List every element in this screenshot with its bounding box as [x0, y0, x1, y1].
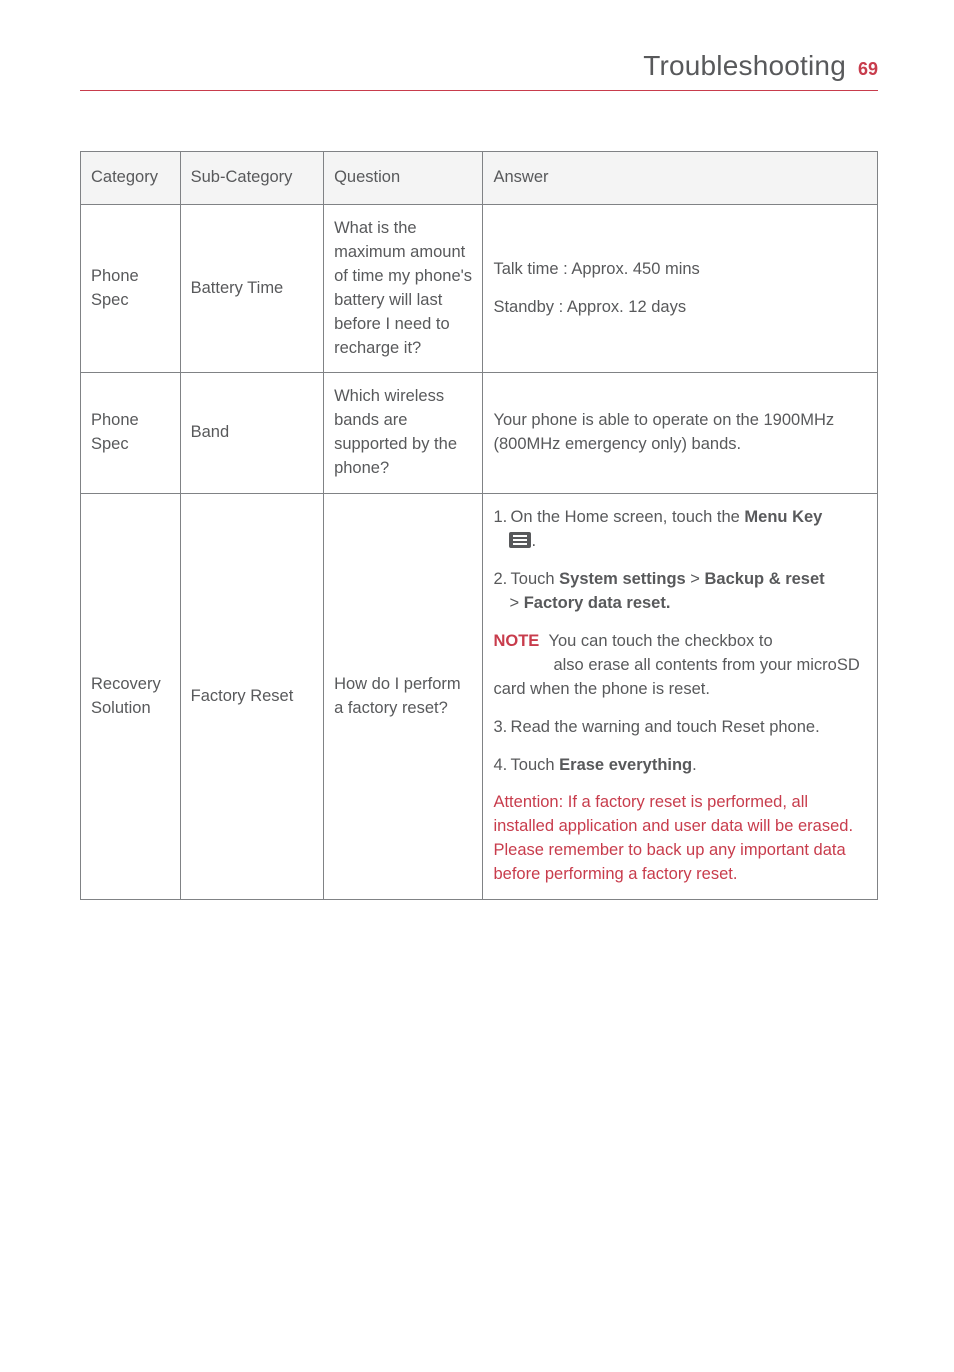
header-category: Category	[81, 152, 181, 205]
answer-line: Standby : Approx. 12 days	[493, 296, 867, 320]
step4-pre: 4. Touch	[493, 756, 559, 774]
menu-key-line: .	[493, 532, 536, 550]
cell-answer: Your phone is able to operate on the 190…	[483, 373, 878, 494]
cell-subcategory: Factory Reset	[180, 494, 323, 900]
header-question: Question	[324, 152, 483, 205]
cell-category: Phone Spec	[81, 204, 181, 373]
page-number: 69	[858, 59, 878, 80]
answer-step-2: 2. Touch System settings > Backup & rese…	[493, 568, 867, 616]
step2-mid: >	[686, 570, 705, 588]
table-header-row: Category Sub-Category Question Answer	[81, 152, 878, 205]
step4-bold: Erase everything	[559, 756, 692, 774]
note-first-line: You can touch the checkbox to	[548, 632, 772, 650]
step2-pre: 2. Touch	[493, 570, 559, 588]
note-label: NOTE	[493, 632, 539, 650]
troubleshooting-table: Category Sub-Category Question Answer Ph…	[80, 151, 878, 900]
answer-step-3: 3. Read the warning and touch Reset phon…	[493, 716, 867, 740]
table-row: Phone Spec Battery Time What is the maxi…	[81, 204, 878, 373]
table-row: Phone Spec Band Which wireless bands are…	[81, 373, 878, 494]
page-header: Troubleshooting 69	[80, 50, 878, 91]
step2-bold2: Backup & reset	[705, 570, 825, 588]
step2-bold3: Factory data reset.	[524, 594, 671, 612]
cell-question: What is the maximum amount of time my ph…	[324, 204, 483, 373]
header-subcategory: Sub-Category	[180, 152, 323, 205]
answer-line: Talk time : Approx. 450 mins	[493, 258, 867, 282]
step2-bold1: System settings	[559, 570, 686, 588]
header-answer: Answer	[483, 152, 878, 205]
step1-bold: Menu Key	[744, 508, 822, 526]
answer-step-4: 4. Touch Erase everything.	[493, 754, 867, 778]
answer-attention: Attention: If a factory reset is perform…	[493, 791, 867, 887]
menu-icon	[509, 532, 531, 548]
cell-subcategory: Band	[180, 373, 323, 494]
step2-line2-wrap: > Factory data reset.	[493, 594, 670, 612]
note-rest: also erase all contents from your microS…	[493, 656, 859, 698]
step1-pre: 1. On the Home screen, touch the	[493, 508, 744, 526]
step4-post: .	[692, 756, 697, 774]
answer-note: NOTE You can touch the checkbox to also …	[493, 630, 867, 702]
cell-category: Phone Spec	[81, 373, 181, 494]
cell-answer: Talk time : Approx. 450 mins Standby : A…	[483, 204, 878, 373]
table-row: Recovery Solution Factory Reset How do I…	[81, 494, 878, 900]
page-container: Troubleshooting 69 Category Sub-Category…	[0, 0, 954, 900]
cell-answer: 1. On the Home screen, touch the Menu Ke…	[483, 494, 878, 900]
answer-step-1: 1. On the Home screen, touch the Menu Ke…	[493, 506, 867, 554]
cell-question: How do I perform a factory reset?	[324, 494, 483, 900]
page-title: Troubleshooting	[643, 50, 846, 82]
cell-question: Which wireless bands are supported by th…	[324, 373, 483, 494]
cell-subcategory: Battery Time	[180, 204, 323, 373]
step2-line2: >	[509, 594, 523, 612]
cell-category: Recovery Solution	[81, 494, 181, 900]
